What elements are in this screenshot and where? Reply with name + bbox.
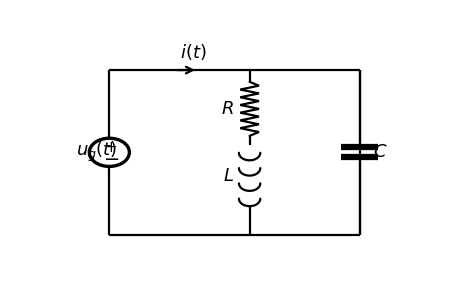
Text: $L$: $L$ (223, 167, 234, 185)
Text: $C$: $C$ (373, 143, 388, 161)
Text: $R$: $R$ (221, 100, 234, 118)
Text: $-$: $-$ (103, 148, 119, 167)
Text: $i(t)$: $i(t)$ (180, 42, 206, 62)
Text: $u_g(t)$: $u_g(t)$ (76, 140, 118, 164)
Text: $+$: $+$ (104, 140, 118, 155)
